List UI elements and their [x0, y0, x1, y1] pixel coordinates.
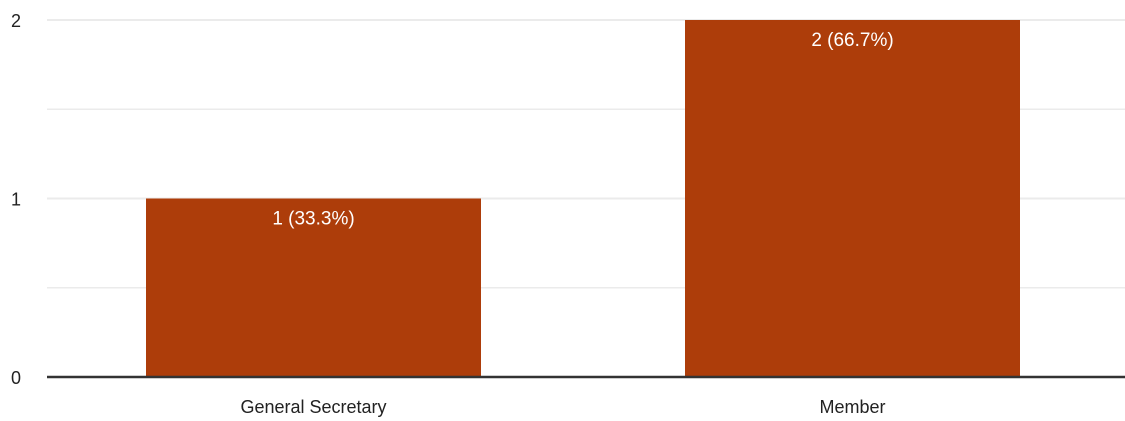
bar-data-label: 1 (33.3%)	[272, 209, 354, 230]
x-axis-tick-labels: General Secretary Member	[240, 397, 885, 417]
x-tick-label: Member	[819, 397, 885, 417]
x-tick-label: General Secretary	[240, 397, 386, 417]
y-tick-label: 2	[11, 11, 21, 31]
bar	[146, 198, 481, 377]
y-axis-tick-labels: 0 1 2	[11, 11, 21, 388]
bar	[685, 20, 1020, 377]
y-tick-label: 1	[11, 190, 21, 210]
bar-data-label: 2 (66.7%)	[811, 30, 893, 51]
bars: 1 (33.3%) 2 (66.7%)	[146, 20, 1020, 377]
y-tick-label: 0	[11, 368, 21, 388]
